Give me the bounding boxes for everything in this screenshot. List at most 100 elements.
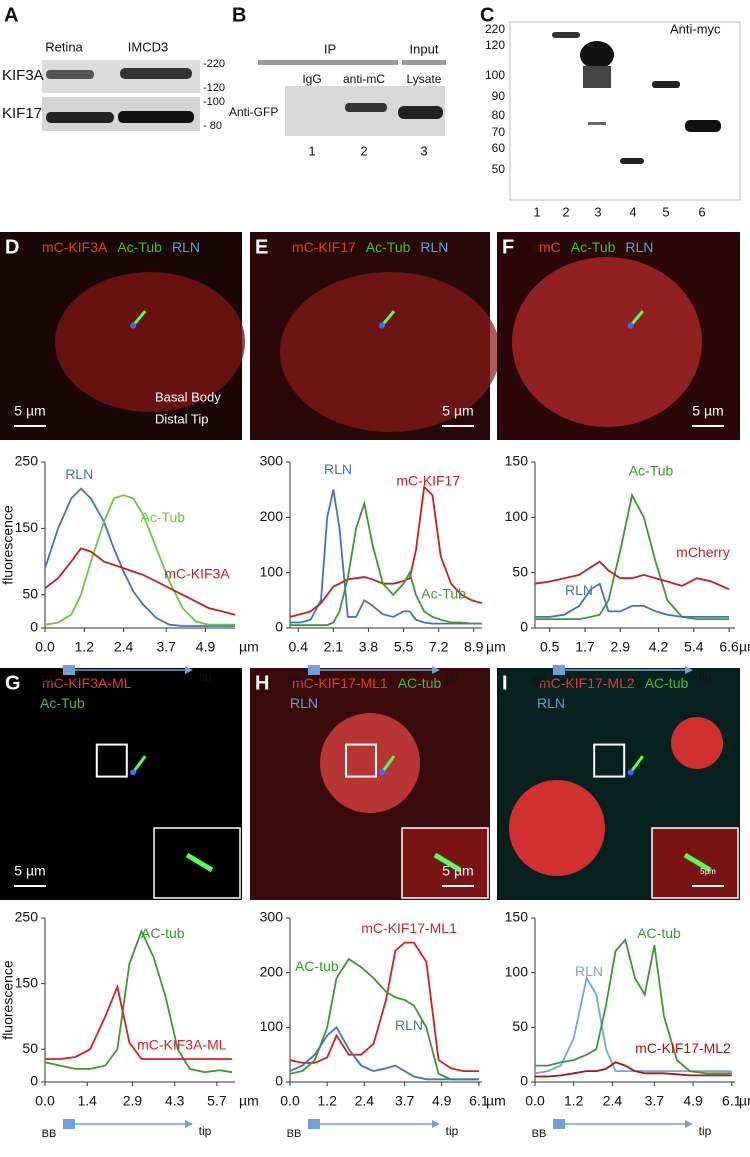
series-line (289, 1025, 479, 1081)
panel-letter: E (255, 236, 268, 258)
series-line (534, 975, 732, 1075)
nucleus (320, 713, 420, 813)
band (580, 41, 614, 69)
lane-label: Lysate (407, 72, 442, 86)
group-bar (402, 60, 446, 65)
series-label: RLN (324, 461, 352, 477)
channel-label: RLN (290, 695, 318, 711)
marker: 100 (485, 68, 505, 82)
series-label: mC-KIF3A-ML (137, 1037, 227, 1053)
cilium (131, 310, 147, 327)
y-tick-label: 300 (260, 909, 284, 925)
row-label: KIF17 (2, 105, 42, 122)
y-tick-label: 50 (22, 586, 38, 602)
x-unit: µm (739, 1093, 750, 1109)
lane-number: 1 (533, 204, 540, 219)
channel-labels: mC-KIF17 Ac-Tub RLN (292, 239, 448, 255)
marker: 60 (492, 141, 506, 155)
cilium (380, 755, 396, 774)
band (552, 32, 580, 38)
series-label: RLN (65, 466, 93, 482)
band (583, 66, 611, 88)
band (398, 106, 443, 119)
channel-labels: RLN (537, 695, 565, 711)
cilium (185, 852, 214, 873)
y-tick-label: 0 (30, 1073, 38, 1089)
x-tick-label: 7.2 (429, 639, 449, 655)
y-tick-label: 50 (512, 563, 528, 579)
channel-labels: Ac-Tub (40, 695, 85, 711)
series-line (44, 547, 236, 616)
scale-label: 5 µm (14, 863, 45, 879)
bb-marker (553, 665, 565, 675)
arrow-head (432, 1120, 440, 1128)
lane-number: 3 (594, 204, 601, 219)
x-tick-label: 3.8 (359, 639, 379, 655)
channel-label: RLN (420, 239, 448, 255)
x-tick-label: 2.9 (123, 1093, 143, 1109)
x-tick-label: 0.0 (35, 639, 55, 655)
series-label: RLN (565, 582, 593, 598)
series-line (45, 983, 232, 1060)
x-tick-label: 2.1 (324, 639, 344, 655)
series-label: mC-KIF17 (396, 473, 460, 489)
channel-label: mC (539, 239, 561, 255)
panel-letter: F (502, 236, 514, 258)
scale-label: 5μm (700, 867, 716, 876)
lane-number: 3 (420, 143, 427, 158)
y-tick-label: 300 (260, 453, 284, 469)
antibody-label: Anti-myc (670, 21, 721, 36)
nucleus (509, 780, 605, 876)
y-tick-label: 0 (30, 619, 38, 635)
bb-marker (308, 665, 320, 675)
y-tick-label: 0 (275, 1073, 283, 1089)
cell (512, 257, 702, 427)
x-unit: µm (486, 639, 506, 655)
y-tick-label: 0 (520, 619, 528, 635)
series-label: AC-tub (637, 925, 681, 941)
band (685, 120, 721, 132)
x-tick-label: 0.4 (289, 639, 309, 655)
x-tick-label: 6.1 (469, 1093, 489, 1109)
y-tick-label: 150 (505, 453, 529, 469)
series-label: RLN (395, 1017, 423, 1033)
series-label: mC-KIF17-ML1 (361, 920, 457, 936)
bb-label: BB (532, 674, 547, 686)
bb-label: BB (532, 1128, 547, 1140)
lane-number: 6 (698, 204, 705, 219)
row-label: KIF3A (2, 67, 44, 84)
lane-number: 5 (662, 204, 669, 219)
cell (280, 272, 500, 432)
y-tick-label: 0 (275, 619, 283, 635)
x-tick-label: 1.2 (75, 639, 95, 655)
series-line (535, 492, 730, 620)
series-line (535, 582, 730, 618)
arrow-head (185, 666, 193, 674)
panel-letter: I (502, 672, 508, 694)
arrow-head (685, 666, 693, 674)
channel-label: mC-KIF3A (42, 239, 108, 255)
y-tick-label: 50 (512, 1018, 528, 1034)
marker: 90 (492, 89, 506, 103)
x-unit: µm (239, 639, 259, 655)
basal-body (379, 769, 385, 776)
band (46, 112, 114, 123)
cilium (380, 310, 396, 327)
y-tick-label: 0 (520, 1073, 528, 1089)
x-tick-label: 5.5 (394, 639, 414, 655)
channel-labels: mC-KIF3A-ML (42, 675, 132, 691)
x-tick-label: 0.0 (35, 1093, 55, 1109)
x-tick-label: 1.2 (317, 1093, 337, 1109)
band (120, 68, 192, 79)
x-tick-label: 0.5 (540, 639, 560, 655)
series-line (44, 487, 235, 627)
series-label: mC-KIF17-ML2 (635, 1040, 731, 1056)
arrow-head (185, 1120, 193, 1128)
x-tick-label: 1.7 (575, 639, 595, 655)
scale-label: 5 µm (692, 403, 723, 419)
band (620, 158, 644, 164)
channel-label: mC-KIF3A-ML (42, 675, 132, 691)
y-tick-label: 200 (260, 508, 284, 524)
roi-box (345, 743, 377, 778)
y-tick-label: 250 (15, 909, 39, 925)
